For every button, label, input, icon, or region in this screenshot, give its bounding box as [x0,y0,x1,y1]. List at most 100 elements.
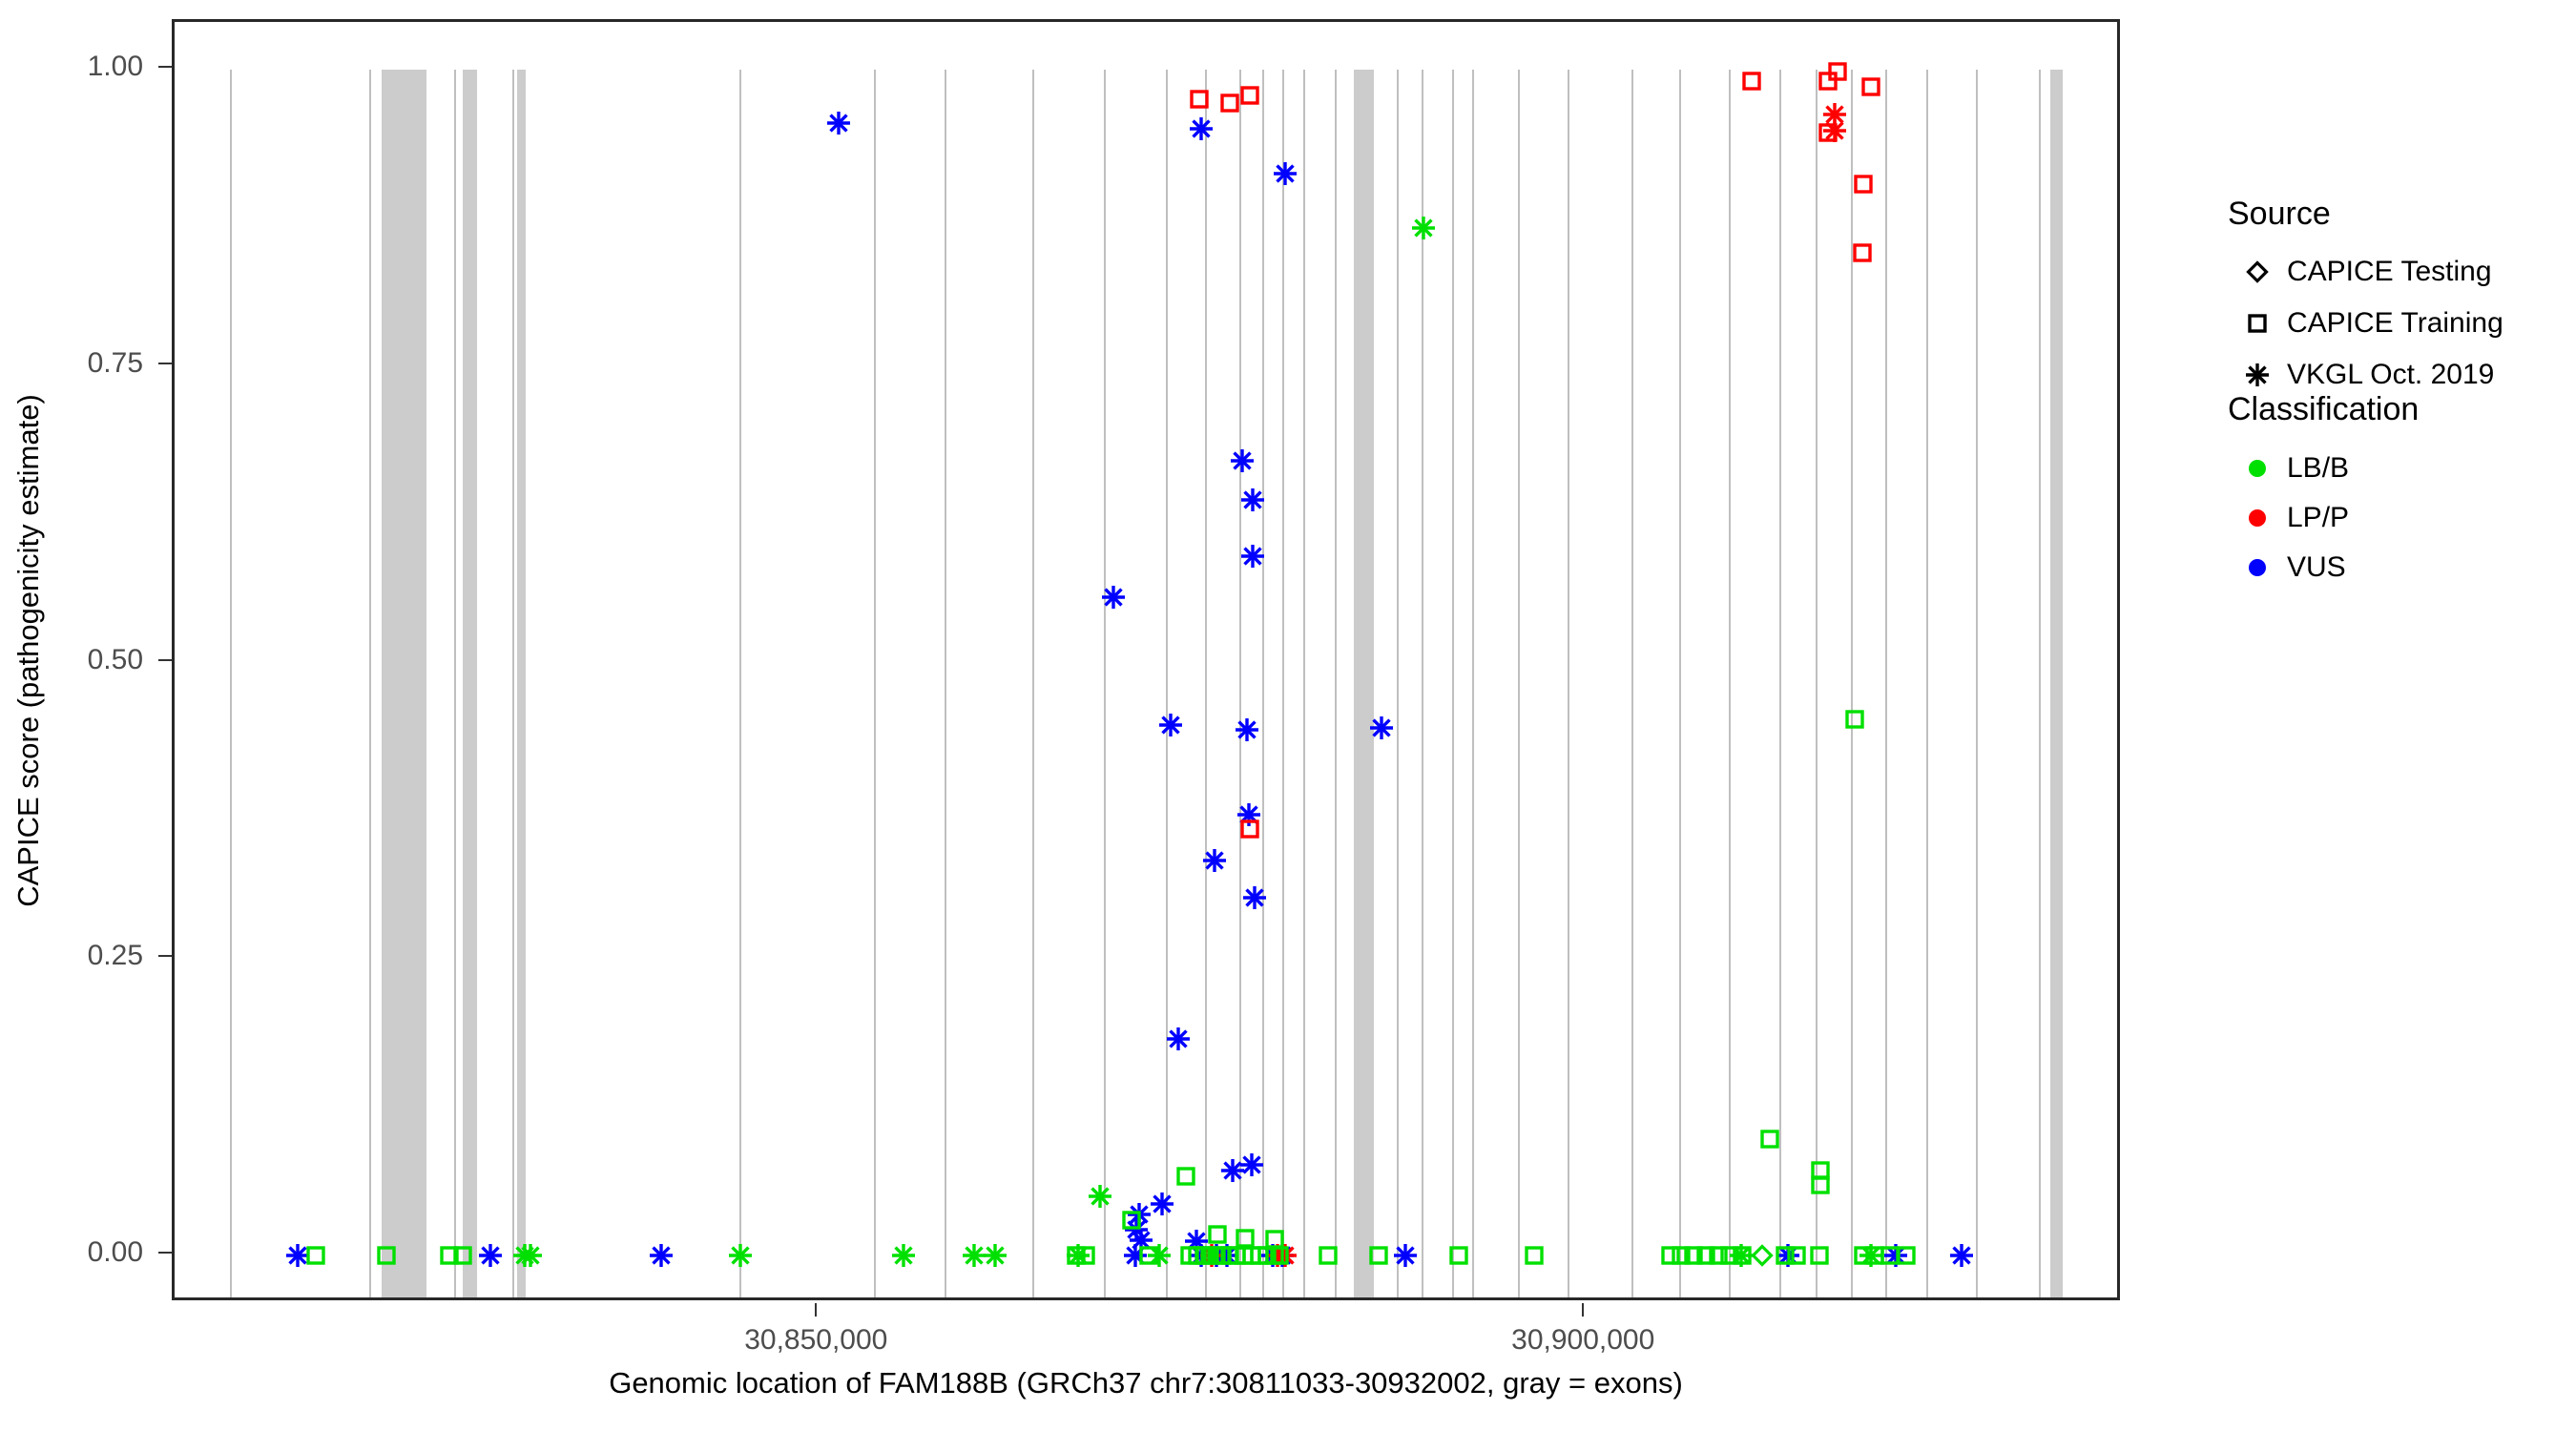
diamond-icon [2228,259,2287,284]
variant-gridline [1238,70,1241,1297]
data-point [1732,1245,1753,1266]
data-point [1235,717,1259,742]
y-axis-ticks: 0.00 0.25 0.50 0.75 1.00 [0,0,143,1300]
variant-gridline [1631,70,1634,1297]
legend-title-source: Source [2228,196,2331,232]
data-point [728,1243,753,1268]
data-point [1741,71,1762,92]
legend-label: LP/P [2287,502,2350,533]
data-point [1775,1245,1796,1266]
variant-gridline [2038,70,2041,1297]
data-point [1124,1217,1149,1242]
square-icon [2228,313,2287,334]
data-point [1075,1245,1096,1266]
data-point [1239,1152,1264,1177]
data-point [1411,216,1436,240]
variant-gridline [945,70,947,1297]
legend-label: VUS [2287,551,2346,583]
plot-area [175,22,2117,1297]
variant-gridline [1567,70,1569,1297]
legend-label: CAPICE Testing [2287,256,2492,287]
legend-label: LB/B [2287,452,2350,484]
variant-gridline [1679,70,1682,1297]
data-point [1524,1245,1545,1266]
data-point [1949,1243,1974,1268]
data-point [1273,161,1298,186]
data-point [1393,1243,1418,1268]
variant-gridline [1472,70,1475,1297]
data-point [649,1243,674,1268]
data-point [1660,1245,1681,1266]
legend-label: VKGL Oct. 2019 [2287,359,2495,390]
x-tick-label: 30,900,000 [1511,1324,1655,1356]
variant-gridline [738,70,741,1297]
data-point [1202,848,1227,873]
legend-item-classification[interactable]: LB/B [2228,446,2349,490]
data-point [1240,544,1265,569]
variant-gridline [1165,70,1168,1297]
y-tick-label: 1.00 [87,50,143,82]
legend-color-dot-icon [2228,555,2287,580]
legend-color-dot-icon [2228,506,2287,530]
data-point [1189,89,1210,110]
data-point [1822,102,1847,127]
legend-item-source[interactable]: CAPICE Testing [2228,250,2492,294]
variant-gridline [1975,70,1978,1297]
y-tick-mark [158,955,172,958]
y-tick-mark [158,362,172,364]
data-point [1853,174,1874,195]
variant-gridline [1778,70,1781,1297]
exon-band [463,70,477,1297]
y-tick-label: 0.25 [87,940,143,972]
data-point [1809,1245,1830,1266]
data-point [1207,1224,1228,1245]
data-point [1786,1245,1807,1266]
x-axis-title: Genomic location of FAM188B (GRCh37 chr7… [609,1366,1683,1400]
data-point [1818,122,1839,143]
data-point [1158,713,1183,737]
variant-gridline [1281,70,1284,1297]
legend-item-classification[interactable]: LP/P [2228,496,2349,540]
data-point [1759,1129,1780,1150]
data-point [1318,1245,1339,1266]
data-point [1269,1245,1290,1266]
data-point [452,1245,473,1266]
data-point [1810,1174,1831,1195]
data-point [1719,1245,1740,1266]
x-tick-label: 30,850,000 [744,1324,888,1356]
legend-item-classification[interactable]: VUS [2228,546,2346,590]
y-tick-label: 0.50 [87,643,143,675]
data-point [1750,1243,1775,1268]
variant-gridline [511,70,514,1297]
exon-band [1354,70,1375,1297]
data-point [478,1243,503,1268]
data-point [1219,93,1240,114]
data-point [1853,1245,1874,1266]
y-tick-mark [158,658,172,661]
legend-item-source[interactable]: VKGL Oct. 2019 [2228,353,2494,397]
variant-gridline [1397,70,1400,1297]
variant-gridline [1334,70,1337,1297]
data-point [1189,116,1214,141]
y-tick-label: 0.00 [87,1236,143,1269]
data-point [1138,1245,1159,1266]
variant-gridline [1031,70,1034,1297]
plot-panel [172,19,2120,1300]
y-tick-mark [158,1252,172,1255]
data-point [962,1243,987,1268]
variant-gridline [1452,70,1455,1297]
data-point [1088,1184,1112,1209]
variant-gridline [1926,70,1929,1297]
data-point [1369,716,1394,740]
data-point [1101,585,1126,610]
data-point [1240,487,1265,512]
data-point [1852,242,1873,263]
data-point [1239,819,1260,840]
variant-gridline [1728,70,1731,1297]
data-point [826,111,851,135]
data-point [1860,76,1881,97]
variant-gridline [229,70,232,1297]
data-point [1220,1158,1245,1183]
legend-item-source[interactable]: CAPICE Training [2228,301,2503,345]
variant-gridline [874,70,877,1297]
